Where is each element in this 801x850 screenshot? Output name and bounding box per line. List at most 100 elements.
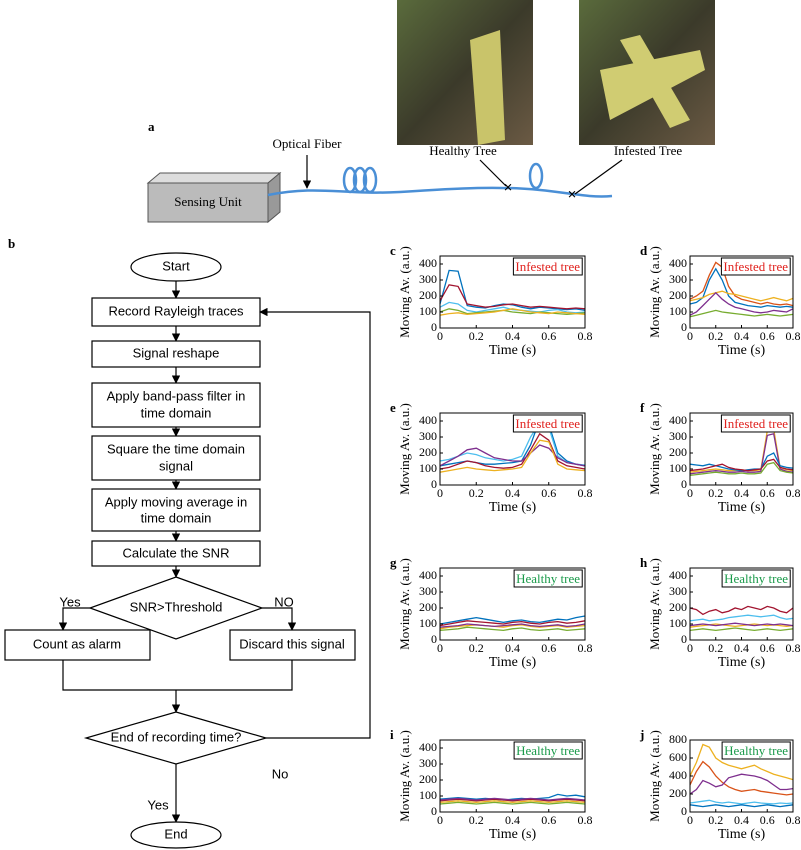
end (130, 821, 222, 849)
y-tick-label: 300 (669, 429, 687, 443)
x-tick-label: 0.6 (541, 641, 556, 655)
tape (470, 30, 505, 145)
y-tick-label: 600 (669, 750, 687, 764)
panel-a: a Optical Fiber Sensing Unit Healthy Tre… (146, 0, 715, 224)
panel-letter: c (390, 243, 396, 258)
tape (620, 35, 690, 128)
series-line (439, 801, 586, 805)
x-tick-label: 0.8 (786, 813, 801, 827)
panel-letter: j (639, 727, 644, 742)
x-tick-label: 0.6 (541, 813, 556, 827)
box-top (146, 172, 282, 184)
series-line (439, 615, 586, 625)
x-tick-label: 0.8 (786, 329, 801, 343)
y-tick-label: 0 (681, 477, 687, 491)
edge-label: Yes (59, 594, 81, 609)
series-line (439, 793, 586, 801)
y-tick-label: 800 (669, 732, 687, 746)
healthy-label: Healthy Tree (429, 143, 497, 158)
tag: Healthy tree (724, 571, 788, 586)
series-line (439, 308, 586, 316)
series-line (439, 626, 586, 632)
series-line (689, 452, 794, 472)
series-line (689, 261, 794, 307)
x-tick-label: 0.4 (734, 813, 749, 827)
x-tick-label: 0 (437, 813, 443, 827)
x-tick-label: 0 (437, 641, 443, 655)
node-text: time domain (141, 405, 212, 420)
x-axis-label: Time (s) (489, 655, 537, 670)
photo-healthy (397, 0, 533, 145)
y-tick-label: 0 (681, 632, 687, 646)
y-tick-label: 400 (669, 413, 687, 427)
node-text: time domain (141, 510, 212, 525)
series-line (439, 269, 586, 312)
x-tick-label: 0.4 (734, 486, 749, 500)
y-tick-label: 100 (669, 461, 687, 475)
y-tick-label: 300 (419, 429, 437, 443)
x-tick-label: 0.6 (760, 329, 775, 343)
y-tick-label: 300 (419, 584, 437, 598)
fiber-label: Optical Fiber (273, 136, 343, 151)
series-line (439, 432, 586, 470)
panel-letter: e (390, 400, 396, 415)
series-line (689, 614, 794, 622)
tag-box (512, 257, 583, 276)
decision (88, 576, 264, 640)
edge-label: No (272, 766, 289, 781)
y-axis-label: Moving Av. (a.u.) (647, 558, 662, 650)
panel-letter: f (640, 400, 645, 415)
tag: Healthy tree (724, 743, 788, 758)
node-text: Square the time domain (107, 441, 245, 456)
x-tick-label: 0.8 (578, 329, 593, 343)
y-tick-label: 0 (431, 804, 437, 818)
y-axis-label: Moving Av. (a.u.) (397, 403, 412, 495)
tag-box (721, 569, 791, 588)
x-tick-label: 0.2 (708, 329, 723, 343)
x-tick-label: 0 (687, 329, 693, 343)
tag-box (512, 414, 583, 433)
series-line (439, 284, 586, 310)
arrow (262, 607, 297, 631)
series-line (439, 800, 586, 804)
series-line (439, 301, 586, 314)
tag-box (513, 741, 583, 760)
node-text: Apply band-pass filter in (107, 388, 246, 403)
series-line (689, 267, 794, 308)
tag-box (513, 569, 583, 588)
x-tick-label: 0.8 (578, 641, 593, 655)
y-tick-label: 400 (419, 740, 437, 754)
series-line (689, 309, 794, 318)
series-line (689, 433, 794, 475)
panel-letter: i (390, 727, 394, 742)
x-axis-label: Time (s) (489, 500, 537, 515)
tag: Infested tree (515, 416, 580, 431)
y-tick-label: 0 (431, 477, 437, 491)
series-line (689, 804, 794, 808)
y-tick-label: 300 (669, 584, 687, 598)
x-axis-label: Time (s) (489, 343, 537, 358)
step (229, 629, 356, 661)
x-axis-label: Time (s) (718, 500, 766, 515)
node-text: Start (162, 258, 190, 273)
tag: Healthy tree (516, 571, 580, 586)
x-tick-label: 0.2 (708, 813, 723, 827)
x-tick-label: 0.6 (760, 486, 775, 500)
node-text: End of recording time? (111, 729, 242, 744)
node-text: Record Rayleigh traces (108, 303, 244, 318)
x-tick-label: 0.6 (541, 486, 556, 500)
step (91, 297, 261, 327)
y-tick-label: 200 (669, 445, 687, 459)
tag-box (721, 741, 791, 760)
merge (62, 660, 293, 691)
x-tick-label: 0 (687, 641, 693, 655)
y-tick-label: 200 (669, 786, 687, 800)
series-line (439, 798, 586, 802)
step (91, 340, 261, 368)
series-line (689, 799, 794, 805)
